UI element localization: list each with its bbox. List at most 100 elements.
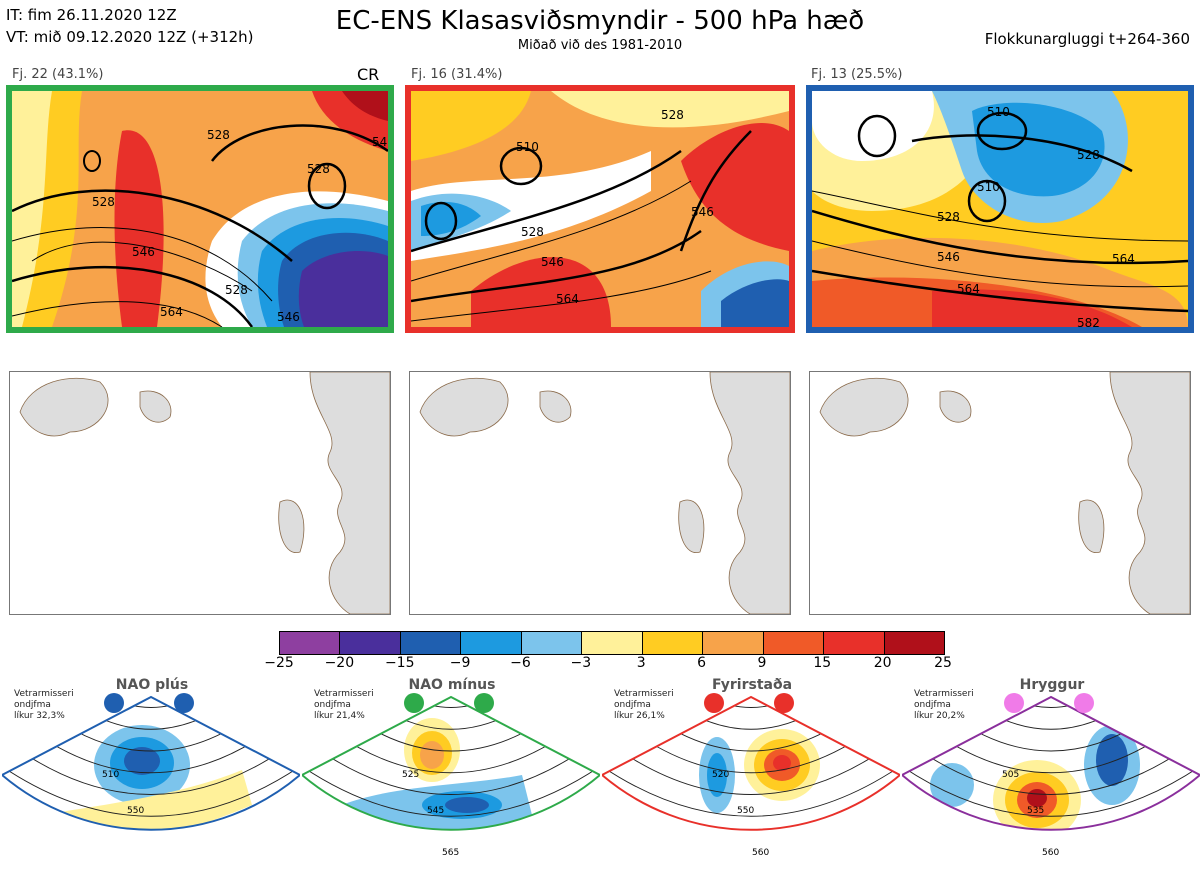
- colorbar-tick-label: −6: [510, 655, 531, 671]
- colorbar-cell: [824, 632, 885, 654]
- regime-fan: 525 545 565: [302, 693, 600, 858]
- regime-name: NAO mínus: [408, 677, 496, 693]
- colorbar-ticks: −25 −20 −15 −9 −6 −3 3 6 9 15 20 25: [264, 655, 952, 675]
- svg-text:564: 564: [160, 305, 183, 319]
- regime-contour-label: 545: [427, 806, 444, 816]
- regime-info-line: Vetrarmisseri: [614, 689, 674, 699]
- regime-info-line: Vetrarmisseri: [314, 689, 374, 699]
- run-info: IT: fim 26.11.2020 12Z VT: mið 09.12.202…: [6, 4, 254, 48]
- regime-marker-dot: [174, 693, 194, 713]
- svg-text:546: 546: [691, 205, 714, 219]
- panel-1-tag: CR: [357, 65, 380, 84]
- svg-text:546: 546: [277, 310, 300, 324]
- cluster-map-3-field: 510 510 528 528 546 564 564 582: [812, 91, 1188, 327]
- svg-text:528: 528: [225, 283, 248, 297]
- regime-marker-dot: [474, 693, 494, 713]
- svg-text:582: 582: [1077, 316, 1100, 327]
- regime-info-line: Vetrarmisseri: [14, 689, 74, 699]
- regime-contour-label: 550: [127, 806, 144, 816]
- panel-2-label: Fj. 16 (31.4%): [411, 67, 503, 82]
- panel-1-label: Fj. 22 (43.1%): [12, 67, 104, 82]
- colorbar-cell: [521, 632, 583, 654]
- regime-fan: 505 535 560: [902, 693, 1200, 858]
- regime-info-line: líkur 20,2%: [914, 711, 965, 721]
- regime-info-line: líkur 32,3%: [14, 711, 65, 721]
- svg-text:510: 510: [977, 180, 1000, 194]
- regime-contour-label: 510: [102, 770, 119, 780]
- regime-info-line: líkur 26,1%: [614, 711, 665, 721]
- regime-contour-label: 550: [737, 806, 754, 816]
- colorbar: [279, 631, 945, 655]
- colorbar-tick-label: 20: [873, 655, 892, 671]
- colorbar-tick-label: −20: [324, 655, 355, 671]
- regime-fan: 520 550 560: [602, 693, 900, 858]
- regime-contour-label: 505: [1002, 770, 1019, 780]
- regime-panel: Vetrarmisseri ondjfma líkur 21,4% NAO mínus…: [302, 675, 600, 871]
- colorbar-cell: [582, 632, 643, 654]
- svg-text:528: 528: [661, 108, 684, 122]
- svg-text:528: 528: [1077, 148, 1100, 162]
- svg-text:546: 546: [937, 250, 960, 264]
- colorbar-cell: [280, 632, 341, 654]
- regime-info: Vetrarmisseri ondjfma líkur 20,2%: [914, 689, 974, 722]
- classification-window: Flokkunargluggi t+264-360: [984, 30, 1190, 48]
- colorbar-tick-label: 9: [757, 655, 767, 671]
- colorbar-cell: [884, 632, 944, 654]
- regime-panel: Vetrarmisseri ondjfma líkur 32,3% NAO plús 5…: [2, 675, 300, 871]
- colorbar-tick-label: −9: [449, 655, 471, 671]
- regime-contour-label: 565: [442, 848, 459, 858]
- regime-marker-dot: [404, 693, 424, 713]
- regime-contour-label: 520: [712, 770, 729, 780]
- regime-contour-label: 560: [1042, 848, 1059, 858]
- svg-text:564: 564: [957, 282, 980, 296]
- svg-text:564: 564: [1112, 252, 1135, 266]
- colorbar-tick-label: −15: [384, 655, 415, 671]
- colorbar-tick-label: 3: [636, 655, 646, 671]
- colorbar-cell: [763, 632, 825, 654]
- cluster-map-2-field: 510 528 546 564 528 546: [411, 91, 789, 327]
- svg-text:528: 528: [521, 225, 544, 239]
- svg-text:510: 510: [987, 105, 1010, 119]
- regime-field: [902, 697, 1200, 830]
- land-map-3: [809, 371, 1191, 615]
- panel-3-label: Fj. 13 (25.5%): [811, 67, 903, 82]
- regime-info: Vetrarmisseri ondjfma líkur 21,4%: [314, 689, 374, 722]
- regime-field: [602, 697, 900, 830]
- land-map-2-shape: [419, 372, 790, 614]
- regime-panel: Vetrarmisseri ondjfma líkur 26,1% Fyrirstað…: [602, 675, 900, 871]
- colorbar-cell: [400, 632, 462, 654]
- svg-text:528: 528: [307, 162, 330, 176]
- svg-text:546: 546: [541, 255, 564, 269]
- regime-marker-dot: [774, 693, 794, 713]
- regime-info: Vetrarmisseri ondjfma líkur 26,1%: [614, 689, 674, 722]
- colorbar-tick-label: 25: [934, 655, 952, 671]
- colorbar-cell: [642, 632, 704, 654]
- init-time: IT: fim 26.11.2020 12Z: [6, 6, 177, 24]
- cluster-map-2: 510 528 546 564 528 546: [405, 85, 795, 333]
- valid-time: VT: mið 09.12.2020 12Z (+312h): [6, 28, 254, 46]
- svg-text:510: 510: [516, 140, 539, 154]
- page-subtitle: Miðað við des 1981-2010: [517, 38, 683, 53]
- regime-info-line: ondjfma: [914, 700, 951, 710]
- regime-marker-dot: [1004, 693, 1024, 713]
- colorbar-cells: [280, 632, 944, 654]
- regime-info-line: ondjfma: [614, 700, 651, 710]
- regime-marker-dot: [104, 693, 124, 713]
- regime-contour-label: 560: [752, 848, 769, 858]
- regime-panel: Vetrarmisseri ondjfma líkur 20,2% Hryggur 50…: [902, 675, 1200, 871]
- svg-text:546: 546: [132, 245, 155, 259]
- svg-text:528: 528: [207, 128, 230, 142]
- colorbar-tick-label: −25: [264, 655, 294, 671]
- svg-text:546: 546: [372, 135, 388, 149]
- svg-text:528: 528: [92, 195, 115, 209]
- regime-marker-dot: [1074, 693, 1094, 713]
- land-map-1-shape: [19, 372, 390, 614]
- cluster-map-3: 510 510 528 528 546 564 564 582: [806, 85, 1194, 333]
- land-map-1: [9, 371, 391, 615]
- land-map-2: [409, 371, 791, 615]
- regime-info-line: Vetrarmisseri: [914, 689, 974, 699]
- regime-field: [302, 697, 600, 830]
- page-title: EC-ENS Klasasviðsmyndir - 500 hPa hæð: [335, 6, 865, 36]
- land-map-3-shape: [819, 372, 1190, 614]
- regime-name: NAO plús: [115, 677, 189, 693]
